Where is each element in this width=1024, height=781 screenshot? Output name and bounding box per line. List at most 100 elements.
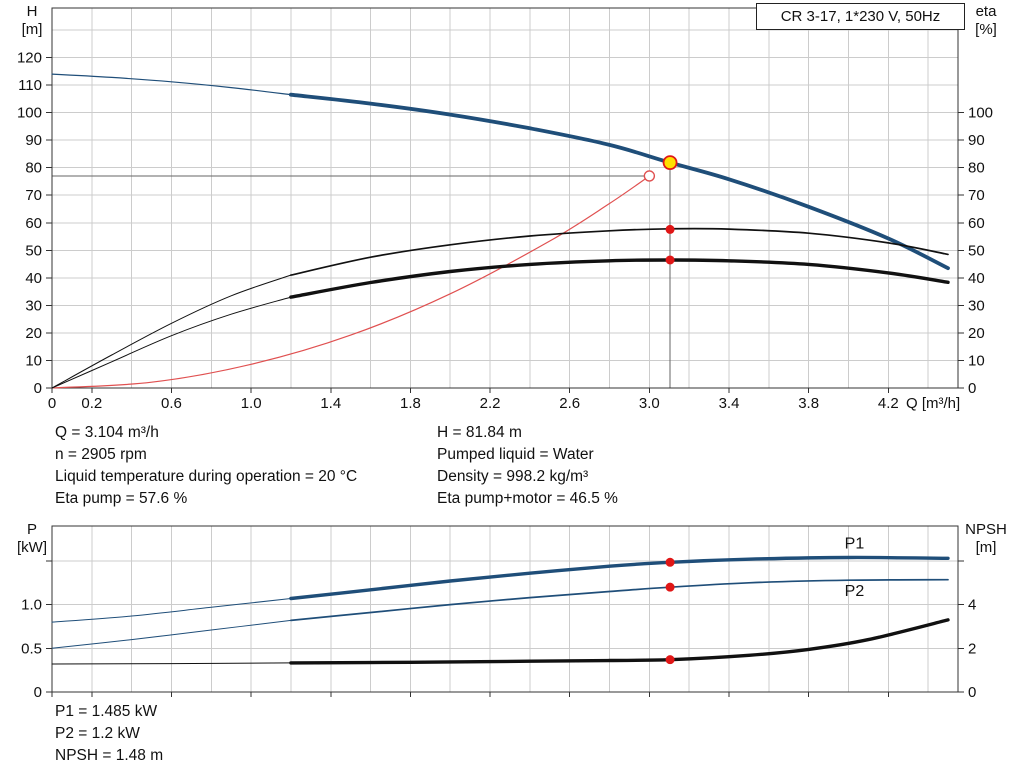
axis-title-right: eta [976, 3, 998, 20]
qh-eta-chart[interactable]: 0 0.2 0.6 1.0 1.4 1.8 2.2 2.6 3.0 3.4 3.8 4.2 0 10 20 3… [0, 0, 1024, 418]
y-tick-label-left: 120 [17, 50, 42, 67]
p1-point [665, 557, 675, 567]
y-tick-label-left: 30 [25, 297, 42, 314]
x-tick-label: 1.8 [400, 395, 421, 412]
y-tick-label-left: 40 [25, 270, 42, 287]
eta-pump-curve [290, 227, 949, 276]
eta-pump-curve-lead [51, 274, 292, 389]
y-tick-label-right: 100 [968, 105, 993, 122]
power-npsh-chart-tick-labels: 0 0.5 1.0 0 2 4 [21, 597, 976, 701]
head-curve-lead [51, 73, 292, 96]
eta-pump-motor-curve-lead [51, 296, 292, 389]
qh-eta-chart-grid [52, 8, 958, 388]
info-p2: P2 = 1.2 kW [55, 725, 140, 742]
info-npsh: NPSH = 1.48 m [55, 747, 164, 764]
p2-curve-lead [51, 619, 292, 649]
x-tick-label: 0 [48, 395, 56, 412]
info-pumped-liquid: Pumped liquid = Water [437, 446, 594, 463]
system-curve [51, 175, 650, 389]
y-tick-label-left: 70 [25, 187, 42, 204]
x-tick-label: 2.6 [559, 395, 580, 412]
y-tick-label-left: 110 [18, 77, 42, 94]
y-tick-label-right: 50 [968, 242, 985, 259]
info-density: Density = 998.2 kg/m³ [437, 468, 589, 485]
info-head: H = 81.84 m [437, 424, 522, 441]
y-tick-label-right: 70 [968, 187, 985, 204]
y-tick-label-right: 0 [968, 380, 976, 397]
y-tick-label-right: 4 [968, 597, 976, 614]
y-tick-label-left: 80 [25, 160, 42, 177]
power-info: P1 = 1.485 kW P2 = 1.2 kW NPSH = 1.48 m [55, 701, 163, 767]
p1-curve [289, 555, 950, 601]
y-tick-label-right: 0 [968, 684, 976, 701]
x-tick-label: 0.6 [161, 395, 182, 412]
x-tick-label: 0.2 [81, 395, 102, 412]
y-tick-label-right: 20 [968, 325, 985, 342]
npsh-curve [289, 618, 950, 665]
y-tick-label-left: 10 [25, 352, 42, 369]
info-liquid-temp: Liquid temperature during operation = 20… [55, 468, 358, 485]
power-npsh-chart-frame [51, 525, 959, 693]
duty-point[interactable] [662, 155, 678, 171]
y-tick-label-left: 90 [25, 132, 42, 149]
requested-duty-point[interactable] [643, 170, 656, 182]
y-tick-label-left: 0 [34, 684, 42, 701]
y-tick-label-right: 60 [968, 215, 985, 232]
pump-model-label: CR 3-17, 1*230 V, 50Hz [780, 8, 941, 25]
info-p1: P1 = 1.485 kW [55, 703, 158, 720]
y-tick-label-right: 80 [968, 160, 985, 177]
y-tick-label-right: 2 [968, 640, 976, 657]
y-tick-label-left: 1.0 [21, 597, 42, 614]
duty-info-left: Q = 3.104 m³/h n = 2905 rpm Liquid tempe… [55, 422, 357, 510]
x-tick-label: 2.2 [480, 395, 501, 412]
eta-pump-motor-curve [289, 258, 950, 299]
x-tick-label: 3.0 [639, 395, 660, 412]
x-tick-label: 1.0 [241, 395, 262, 412]
p1-curve-label: P1 [845, 536, 865, 553]
axis-title-right: [m] [976, 539, 997, 556]
x-tick-label: 1.4 [320, 395, 341, 412]
y-tick-label-right: 90 [968, 132, 985, 149]
p2-curve-label: P2 [845, 583, 865, 600]
info-flow: Q = 3.104 m³/h [55, 424, 159, 441]
y-tick-label-left: 0.5 [21, 640, 42, 657]
qh-eta-chart-frame [51, 7, 959, 389]
x-tick-label: 3.8 [798, 395, 819, 412]
y-tick-label-left: 50 [25, 242, 42, 259]
eta-pump-motor-point [665, 255, 675, 265]
x-axis-title: Q [m³/h] [906, 395, 960, 412]
qh-eta-chart-ticks [46, 57, 964, 393]
axis-title-left: [kW] [17, 539, 47, 556]
power-npsh-chart-grid [52, 526, 958, 692]
x-tick-label: 3.4 [719, 395, 740, 412]
y-tick-label-right: 40 [968, 270, 985, 287]
npsh-point [665, 655, 675, 665]
info-eta-pump-motor: Eta pump+motor = 46.5 % [437, 490, 618, 507]
axis-title-left: [m] [22, 21, 43, 38]
qh-eta-chart-tick-labels: 0 0.2 0.6 1.0 1.4 1.8 2.2 2.6 3.0 3.4 3.8 4.2 0 10 20 3… [17, 50, 993, 412]
power-npsh-chart[interactable]: 0 0.5 1.0 0 2 4 P[kW] NPSH[m] P1 P2 [0, 518, 1024, 703]
axis-title-left: P [27, 521, 37, 538]
p1-curve-lead [51, 598, 292, 623]
head-curve [289, 92, 950, 271]
duty-info-right: H = 81.84 m Pumped liquid = Water Densit… [437, 422, 618, 510]
p2-point [665, 582, 675, 592]
x-tick-label: 4.2 [878, 395, 899, 412]
y-tick-label-left: 100 [17, 105, 42, 122]
npsh-curve-lead [51, 662, 292, 665]
eta-pump-point [665, 224, 675, 234]
y-tick-label-right: 10 [968, 352, 985, 369]
y-tick-label-left: 0 [34, 380, 42, 397]
y-tick-label-left: 20 [25, 325, 42, 342]
axis-title-right: NPSH [965, 521, 1007, 538]
info-speed: n = 2905 rpm [55, 446, 147, 463]
y-tick-label-left: 60 [25, 215, 42, 232]
p2-curve [290, 578, 949, 622]
info-eta-pump: Eta pump = 57.6 % [55, 490, 188, 507]
axis-title-left: H [27, 3, 38, 20]
power-npsh-chart-ticks [46, 560, 964, 697]
y-tick-label-right: 30 [968, 297, 985, 314]
pump-model-badge: CR 3-17, 1*230 V, 50Hz [756, 3, 965, 30]
axis-title-right: [%] [975, 21, 997, 38]
